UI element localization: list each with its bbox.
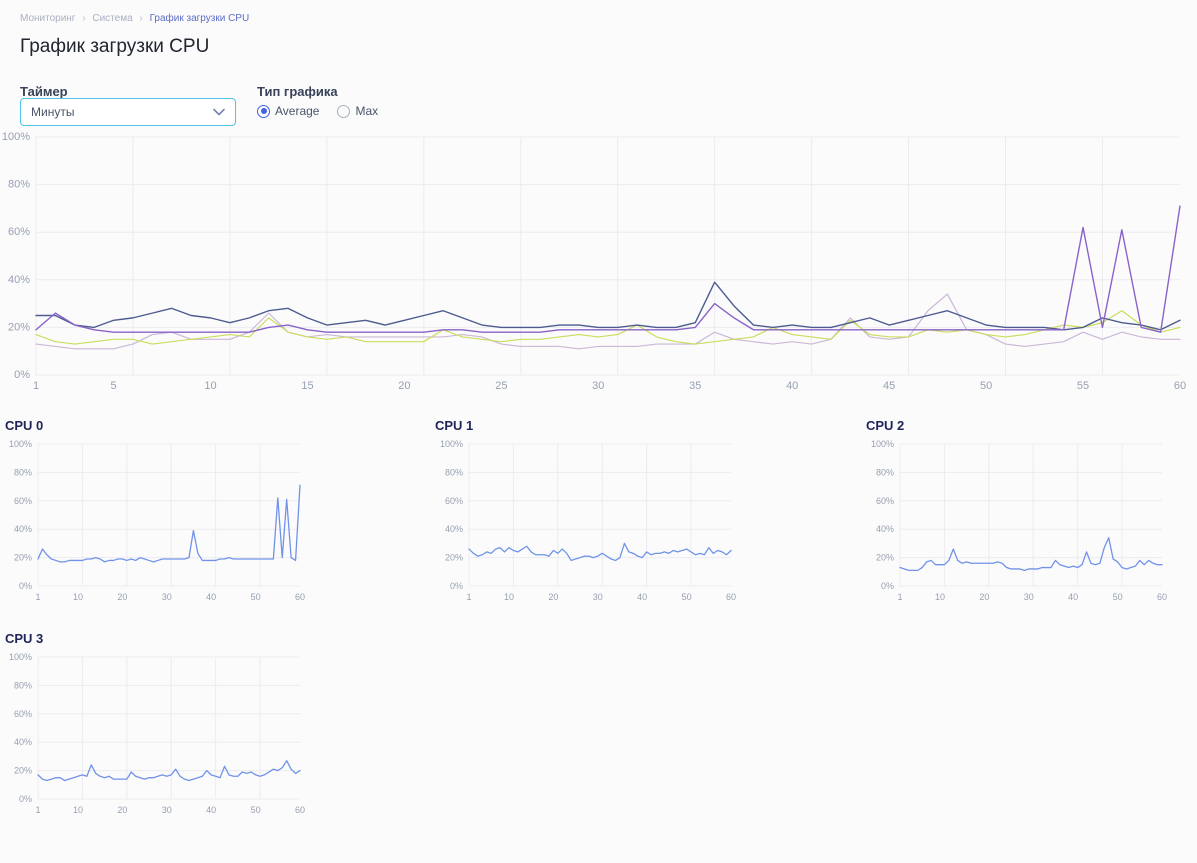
svg-text:40%: 40% <box>445 524 463 534</box>
svg-text:80%: 80% <box>876 467 894 477</box>
svg-text:20%: 20% <box>876 553 894 563</box>
svg-text:60%: 60% <box>14 709 32 719</box>
svg-text:50: 50 <box>251 805 261 815</box>
svg-text:20%: 20% <box>445 553 463 563</box>
svg-text:15: 15 <box>301 380 313 392</box>
svg-text:60%: 60% <box>8 226 30 238</box>
svg-text:45: 45 <box>883 380 895 392</box>
svg-text:80%: 80% <box>14 680 32 690</box>
svg-text:25: 25 <box>495 380 507 392</box>
svg-text:1: 1 <box>897 592 902 602</box>
svg-text:80%: 80% <box>14 467 32 477</box>
svg-text:1: 1 <box>33 380 39 392</box>
svg-text:1: 1 <box>466 592 471 602</box>
svg-text:30: 30 <box>162 592 172 602</box>
svg-text:40%: 40% <box>876 524 894 534</box>
svg-text:35: 35 <box>689 380 701 392</box>
svg-text:10: 10 <box>73 592 83 602</box>
svg-text:50: 50 <box>251 592 261 602</box>
svg-text:10: 10 <box>935 592 945 602</box>
svg-text:20%: 20% <box>14 553 32 563</box>
svg-text:60: 60 <box>726 592 736 602</box>
svg-text:100%: 100% <box>2 131 30 143</box>
svg-text:80%: 80% <box>8 179 30 191</box>
svg-text:60: 60 <box>295 805 305 815</box>
svg-text:80%: 80% <box>445 467 463 477</box>
svg-text:55: 55 <box>1077 380 1089 392</box>
svg-text:40: 40 <box>1068 592 1078 602</box>
svg-text:20: 20 <box>398 380 410 392</box>
svg-text:100%: 100% <box>9 439 32 449</box>
svg-text:0%: 0% <box>450 581 463 591</box>
svg-text:60%: 60% <box>445 496 463 506</box>
svg-text:100%: 100% <box>871 439 894 449</box>
svg-text:60: 60 <box>1157 592 1167 602</box>
svg-text:40%: 40% <box>8 274 30 286</box>
svg-text:60%: 60% <box>876 496 894 506</box>
svg-text:20: 20 <box>979 592 989 602</box>
svg-text:10: 10 <box>73 805 83 815</box>
svg-text:20: 20 <box>117 592 127 602</box>
svg-text:50: 50 <box>1113 592 1123 602</box>
svg-text:100%: 100% <box>9 652 32 662</box>
svg-text:0%: 0% <box>14 369 30 381</box>
svg-text:40: 40 <box>786 380 798 392</box>
svg-text:40: 40 <box>206 805 216 815</box>
svg-text:40%: 40% <box>14 737 32 747</box>
svg-text:50: 50 <box>980 380 992 392</box>
svg-text:30: 30 <box>593 592 603 602</box>
svg-text:40%: 40% <box>14 524 32 534</box>
svg-text:1: 1 <box>35 805 40 815</box>
svg-text:100%: 100% <box>440 439 463 449</box>
svg-text:30: 30 <box>162 805 172 815</box>
svg-text:10: 10 <box>504 592 514 602</box>
svg-text:60: 60 <box>295 592 305 602</box>
svg-text:60%: 60% <box>14 496 32 506</box>
svg-text:20: 20 <box>117 805 127 815</box>
svg-text:20%: 20% <box>14 766 32 776</box>
svg-text:0%: 0% <box>881 581 894 591</box>
svg-text:40: 40 <box>206 592 216 602</box>
svg-text:0%: 0% <box>19 794 32 804</box>
svg-text:0%: 0% <box>19 581 32 591</box>
svg-text:30: 30 <box>592 380 604 392</box>
svg-text:1: 1 <box>35 592 40 602</box>
svg-text:20: 20 <box>548 592 558 602</box>
svg-text:50: 50 <box>682 592 692 602</box>
svg-text:20%: 20% <box>8 321 30 333</box>
svg-text:5: 5 <box>110 380 116 392</box>
svg-text:10: 10 <box>204 380 216 392</box>
svg-text:30: 30 <box>1024 592 1034 602</box>
svg-text:60: 60 <box>1174 380 1186 392</box>
svg-text:40: 40 <box>637 592 647 602</box>
